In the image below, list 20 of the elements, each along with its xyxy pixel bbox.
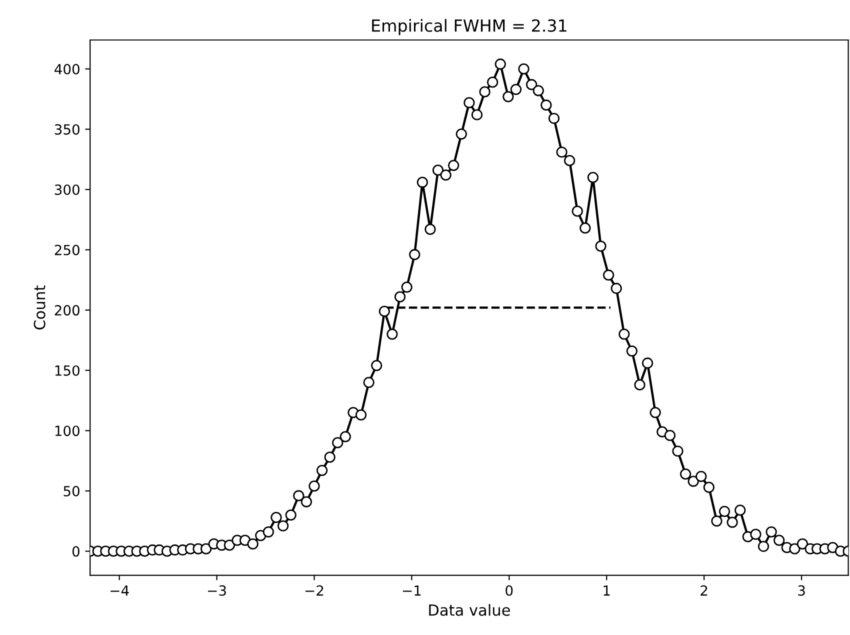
- y-axis-title: Count: [34, 285, 46, 330]
- y-tick-label: 400: [54, 64, 80, 74]
- x-tick-label: −4: [110, 585, 129, 596]
- y-tick-label: 50: [64, 486, 80, 496]
- x-tick-label: 0: [506, 585, 513, 596]
- y-tick-label: 200: [54, 305, 80, 316]
- x-tick-label: 2: [700, 585, 708, 596]
- y-tick-label: 250: [54, 244, 80, 256]
- x-tick-label: 1: [604, 585, 610, 596]
- x-tick-label: −2: [305, 585, 324, 596]
- y-tick-label: 300: [54, 184, 80, 195]
- x-tick-label: −1: [402, 585, 421, 596]
- x-axis-title: Data value: [429, 604, 510, 616]
- y-tick-label: 100: [55, 426, 80, 436]
- y-tick-label: 350: [54, 124, 80, 135]
- x-tick-label: 3: [798, 585, 805, 596]
- y-tick-label: 150: [55, 365, 80, 376]
- x-tick-label: −3: [208, 585, 226, 596]
- y-tick-label: 0: [72, 546, 80, 557]
- chart-title: Empirical FWHM = 2.31: [372, 19, 566, 36]
